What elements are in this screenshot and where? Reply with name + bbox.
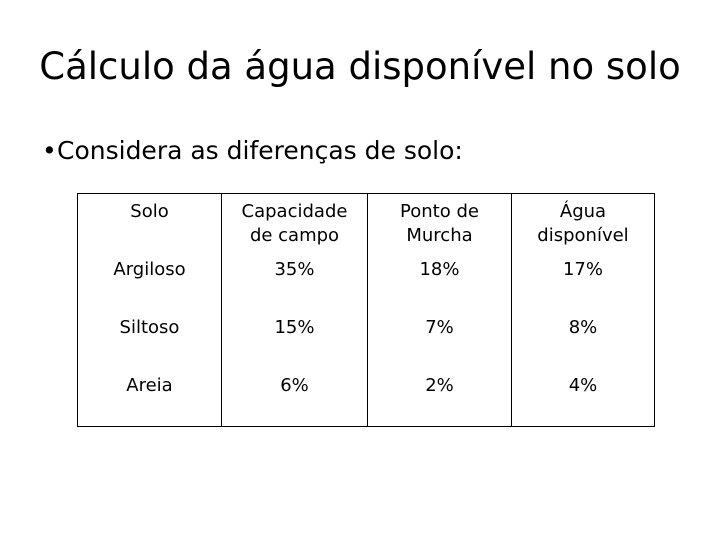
bullet-item: •Considera as diferenças de solo: (42, 134, 463, 168)
cell-ponto-murcha: 7% (367, 310, 512, 368)
table-header-row: Solo Capacidade de campo Ponto de Murcha… (77, 193, 655, 252)
header-line: Capacidade (241, 201, 348, 222)
soil-water-table: Solo Capacidade de campo Ponto de Murcha… (77, 193, 655, 427)
cell-capacidade: 6% (221, 368, 368, 427)
header-line: disponível (537, 225, 629, 246)
cell-ponto-murcha: 2% (367, 368, 512, 427)
cell-soil-name: Siltoso (77, 310, 222, 368)
header-capacidade-de-campo: Capacidade de campo (221, 193, 368, 252)
header-solo: Solo (77, 193, 222, 252)
table-row: Argiloso 35% 18% 17% (77, 252, 655, 310)
cell-agua-disponivel: 4% (511, 368, 655, 427)
header-line: Água (559, 201, 607, 222)
header-ponto-de-murcha: Ponto de Murcha (367, 193, 512, 252)
cell-ponto-murcha: 18% (367, 252, 512, 310)
cell-agua-disponivel: 17% (511, 252, 655, 310)
bullet-text: Considera as diferenças de solo: (57, 136, 463, 165)
cell-agua-disponivel: 8% (511, 310, 655, 368)
header-line: de campo (249, 225, 340, 246)
table-row: Areia 6% 2% 4% (77, 368, 655, 427)
cell-capacidade: 15% (221, 310, 368, 368)
cell-soil-name: Areia (77, 368, 222, 427)
table-row: Siltoso 15% 7% 8% (77, 310, 655, 368)
header-line: Solo (130, 201, 169, 222)
header-agua-disponivel: Água disponível (511, 193, 655, 252)
cell-soil-name: Argiloso (77, 252, 222, 310)
bullet-dot-icon: • (42, 136, 57, 165)
cell-capacidade: 35% (221, 252, 368, 310)
header-line: Ponto de (400, 201, 479, 222)
slide-title: Cálculo da água disponível no solo (39, 45, 681, 88)
header-line: Murcha (406, 225, 473, 246)
